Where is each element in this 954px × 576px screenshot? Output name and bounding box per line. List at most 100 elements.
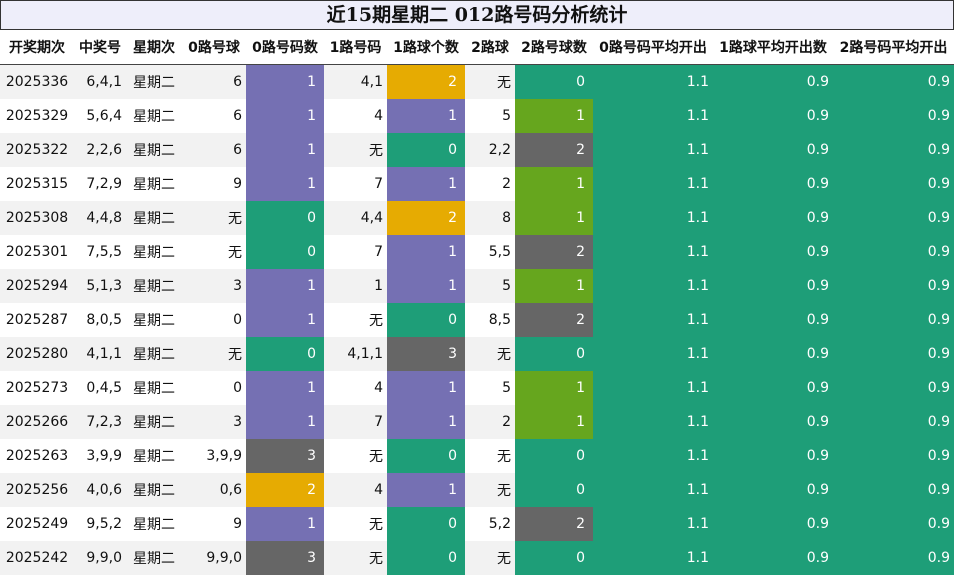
route1-average-cell: 0.9	[713, 541, 833, 575]
route1-average-cell: 0.9	[713, 201, 833, 235]
route2-average-cell: 0.9	[833, 99, 954, 133]
table-row: 2025315 7,2,9 星期二 9 1 7 1 2 1 1.1 0.9 0.9	[0, 167, 954, 201]
weekday-cell: 星期二	[126, 405, 182, 439]
route1-average-cell: 0.9	[713, 337, 833, 371]
route2-count-cell: 2	[515, 133, 593, 167]
period-cell: 2025273	[0, 371, 74, 405]
period-cell: 2025287	[0, 303, 74, 337]
period-cell: 2025322	[0, 133, 74, 167]
route1-average-cell: 0.9	[713, 133, 833, 167]
route2-average-cell: 0.9	[833, 235, 954, 269]
table-row: 2025263 3,9,9 星期二 3,9,9 3 无 0 无 0 1.1 0.9 0.9	[0, 439, 954, 473]
winning-number-cell: 4,1,1	[74, 337, 126, 371]
route0-average-cell: 1.1	[593, 269, 713, 303]
route0-balls-cell: 无	[182, 235, 246, 269]
route0-balls-cell: 9,9,0	[182, 541, 246, 575]
route1-average-cell: 0.9	[713, 167, 833, 201]
table-row: 2025287 8,0,5 星期二 0 1 无 0 8,5 2 1.1 0.9 0.9	[0, 303, 954, 337]
route0-count-cell: 0	[246, 337, 324, 371]
period-cell: 2025242	[0, 541, 74, 575]
weekday-cell: 星期二	[126, 439, 182, 473]
route2-balls-cell: 5,5	[465, 235, 515, 269]
route2-balls-cell: 8,5	[465, 303, 515, 337]
route1-balls-cell: 无	[324, 541, 387, 575]
route2-count-cell: 1	[515, 405, 593, 439]
route1-count-cell: 1	[387, 167, 465, 201]
route1-balls-cell: 4	[324, 99, 387, 133]
route1-average-cell: 0.9	[713, 303, 833, 337]
winning-number-cell: 6,4,1	[74, 64, 126, 99]
route2-count-cell: 1	[515, 201, 593, 235]
route1-balls-cell: 无	[324, 133, 387, 167]
period-cell: 2025249	[0, 507, 74, 541]
route1-balls-cell: 无	[324, 439, 387, 473]
route0-average-cell: 1.1	[593, 99, 713, 133]
route1-balls-cell: 4	[324, 371, 387, 405]
route2-average-cell: 0.9	[833, 133, 954, 167]
route0-count-cell: 0	[246, 235, 324, 269]
route2-average-cell: 0.9	[833, 473, 954, 507]
route1-average-cell: 0.9	[713, 473, 833, 507]
route0-balls-cell: 9	[182, 507, 246, 541]
column-header: 中奖号	[74, 30, 126, 65]
route2-count-cell: 0	[515, 473, 593, 507]
route0-balls-cell: 3	[182, 405, 246, 439]
route2-balls-cell: 2	[465, 167, 515, 201]
route0-count-cell: 3	[246, 439, 324, 473]
route1-balls-cell: 1	[324, 269, 387, 303]
route1-balls-cell: 7	[324, 167, 387, 201]
route2-balls-cell: 无	[465, 337, 515, 371]
table-row: 2025256 4,0,6 星期二 0,6 2 4 1 无 0 1.1 0.9 0.9	[0, 473, 954, 507]
route2-count-cell: 1	[515, 371, 593, 405]
table-row: 2025329 5,6,4 星期二 6 1 4 1 5 1 1.1 0.9 0.9	[0, 99, 954, 133]
route0-average-cell: 1.1	[593, 541, 713, 575]
route0-balls-cell: 6	[182, 64, 246, 99]
route0-balls-cell: 3,9,9	[182, 439, 246, 473]
route0-count-cell: 1	[246, 269, 324, 303]
winning-number-cell: 7,5,5	[74, 235, 126, 269]
weekday-cell: 星期二	[126, 64, 182, 99]
column-header: 0路号球	[182, 30, 246, 65]
winning-number-cell: 7,2,9	[74, 167, 126, 201]
period-cell: 2025263	[0, 439, 74, 473]
period-cell: 2025266	[0, 405, 74, 439]
route1-average-cell: 0.9	[713, 269, 833, 303]
route2-balls-cell: 无	[465, 64, 515, 99]
route2-average-cell: 0.9	[833, 64, 954, 99]
route2-balls-cell: 8	[465, 201, 515, 235]
table-row: 2025280 4,1,1 星期二无 0 4,1,1 3 无 0 1.1 0.9 0.9	[0, 337, 954, 371]
route2-balls-cell: 无	[465, 541, 515, 575]
winning-number-cell: 9,9,0	[74, 541, 126, 575]
route0-count-cell: 2	[246, 473, 324, 507]
route0-count-cell: 1	[246, 167, 324, 201]
route0-balls-cell: 无	[182, 337, 246, 371]
route1-count-cell: 1	[387, 405, 465, 439]
weekday-cell: 星期二	[126, 167, 182, 201]
period-cell: 2025256	[0, 473, 74, 507]
winning-number-cell: 9,5,2	[74, 507, 126, 541]
column-header: 2路号球数	[515, 30, 593, 65]
route0-balls-cell: 3	[182, 269, 246, 303]
route0-count-cell: 0	[246, 201, 324, 235]
route0-balls-cell: 无	[182, 201, 246, 235]
route2-average-cell: 0.9	[833, 439, 954, 473]
winning-number-cell: 5,6,4	[74, 99, 126, 133]
route0-balls-cell: 6	[182, 133, 246, 167]
route2-balls-cell: 5	[465, 99, 515, 133]
route2-balls-cell: 2,2	[465, 133, 515, 167]
route1-average-cell: 0.9	[713, 235, 833, 269]
route0-average-cell: 1.1	[593, 337, 713, 371]
route1-average-cell: 0.9	[713, 99, 833, 133]
route1-balls-cell: 4,1,1	[324, 337, 387, 371]
route0-average-cell: 1.1	[593, 439, 713, 473]
route2-average-cell: 0.9	[833, 541, 954, 575]
route1-count-cell: 0	[387, 507, 465, 541]
route2-balls-cell: 2	[465, 405, 515, 439]
route0-count-cell: 1	[246, 133, 324, 167]
route0-count-cell: 1	[246, 64, 324, 99]
route1-average-cell: 0.9	[713, 405, 833, 439]
route2-average-cell: 0.9	[833, 507, 954, 541]
route0-balls-cell: 6	[182, 99, 246, 133]
table-row: 2025336 6,4,1 星期二 6 1 4,1 2 无 0 1.1 0.9 0.9	[0, 64, 954, 99]
route1-count-cell: 1	[387, 269, 465, 303]
